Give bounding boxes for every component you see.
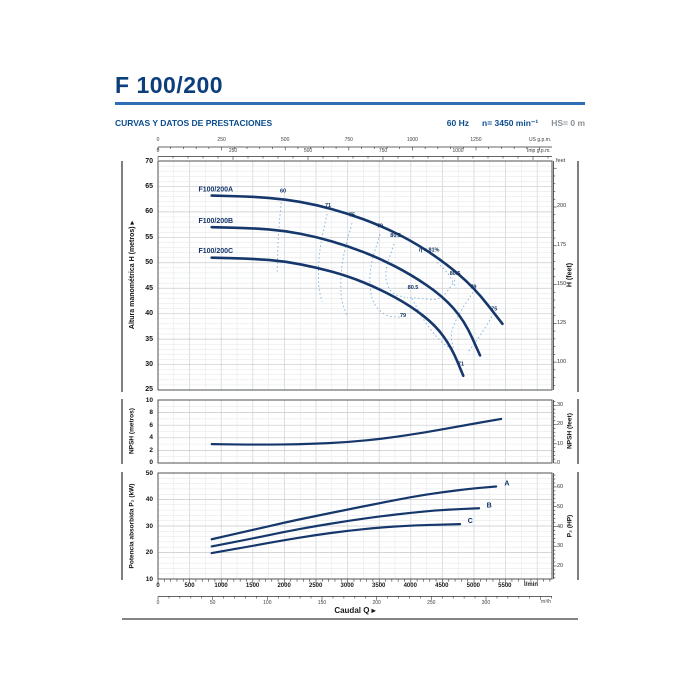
curve-a <box>210 485 498 541</box>
us-gpm-ticks: 0 250 500 750 1000 1250 <box>156 136 482 143</box>
curve-c <box>210 523 462 555</box>
npsh-y-axis-label: NPSH (metros) <box>128 408 136 454</box>
npsh-feet-ticks: 30 20 10 0 <box>557 402 564 466</box>
curve-f100-200b <box>210 225 482 357</box>
m3h-unit: m³/h <box>541 599 551 605</box>
curve-npsh <box>210 417 503 446</box>
curve-b <box>210 507 481 548</box>
efficiency-label: 79 <box>470 285 476 291</box>
suction-value: HS= 0 m <box>551 118 585 128</box>
curve-f100-200a <box>210 194 504 326</box>
head-feet-ticks: 200 175 150 125 100 <box>557 203 567 365</box>
curve-label: F100/200A <box>198 187 233 194</box>
efficiency-label: 75 <box>349 212 355 218</box>
title-underline <box>115 102 585 105</box>
plot-border-1 <box>157 399 553 464</box>
efficiency-label: 80.5 <box>390 233 401 239</box>
efficiency-label: 71 <box>458 362 464 368</box>
plot-border-0 <box>157 160 553 391</box>
feet-unit: feet <box>556 158 566 164</box>
efficiency-label: 60 <box>280 189 286 195</box>
efficiency-contour-75-right <box>466 312 495 354</box>
curve-label: F100/200C <box>198 248 233 255</box>
lmin-ticks: 0 500 1000 1500 2000 2500 3000 3500 4000 4500 5000… <box>156 582 512 589</box>
efficiency-contour-80.5 <box>385 243 406 298</box>
efficiency-contour-60 <box>276 202 282 273</box>
efficiency-contour-80.5-right <box>406 279 456 300</box>
efficiency-label: 71 <box>325 203 331 209</box>
power-y-ticks: 50 40 30 20 10 <box>145 469 153 583</box>
section-title: CURVAS Y DATOS DE PRESTACIONES <box>115 118 273 128</box>
m3h-ticks: 0 50 100 150 200 250 300 <box>156 599 491 606</box>
header: F 100/200 CURVAS Y DATOS DE PRESTACIONES… <box>115 72 585 129</box>
curve-label: B <box>487 503 492 510</box>
spec-values: 60 Hz n= 3450 min⁻¹ HS= 0 m <box>447 118 585 129</box>
efficiency-contour-79 <box>369 234 401 318</box>
head-feet-axis-label: H (feet) <box>566 262 574 288</box>
imp-gpm-ticks: 0 250 500 750 1000 <box>156 147 464 154</box>
page-title: F 100/200 <box>115 72 224 98</box>
efficiency-label: 80.5 <box>408 285 419 291</box>
flow-axis-title: Caudal Q ▸ <box>334 606 376 615</box>
efficiency-label: 79 <box>377 224 383 230</box>
efficiency-label: η = 81% <box>419 248 440 254</box>
imp-gpm-unit: Imp g.p.m. <box>527 148 551 154</box>
head-y-axis-label: Altura manométrica H (metros) ▸ <box>129 220 136 330</box>
head-y-ticks: 70 65 60 55 50 45 40 35 30 25 <box>145 157 153 394</box>
efficiency-contour-79-right <box>450 292 474 351</box>
efficiency-label: 79 <box>400 313 406 319</box>
efficiency-contour-81 <box>436 261 457 289</box>
efficiency-label: 80.5 <box>450 271 461 277</box>
lmin-unit: l/min <box>524 582 539 588</box>
power-hp-axis-label: P₂ (HP) <box>566 514 574 538</box>
curve-label: C <box>468 518 473 525</box>
speed-value: n= 3450 min⁻¹ <box>482 118 539 128</box>
power-y-axis-label: Potencia absorbida P₂ (kW) <box>128 483 136 569</box>
power-hp-ticks: 60 50 40 30 20 <box>557 484 564 569</box>
curve-label: F100/200B <box>198 218 233 225</box>
efficiency-contour-71 <box>317 213 328 302</box>
plot-border-2 <box>157 472 553 580</box>
curve-label: A <box>504 481 509 488</box>
npsh-y-ticks: 10 8 6 4 2 0 <box>145 396 153 467</box>
npsh-feet-axis-label: NPSH (feet) <box>566 413 574 449</box>
efficiency-label: 75 <box>491 307 497 313</box>
us-gpm-unit: US g.p.m. <box>529 137 552 143</box>
curve-f100-200c <box>210 256 465 378</box>
subtitle-row: CURVAS Y DATOS DE PRESTACIONES 60 Hz n= … <box>115 118 585 129</box>
frequency-value: 60 Hz <box>446 118 469 128</box>
